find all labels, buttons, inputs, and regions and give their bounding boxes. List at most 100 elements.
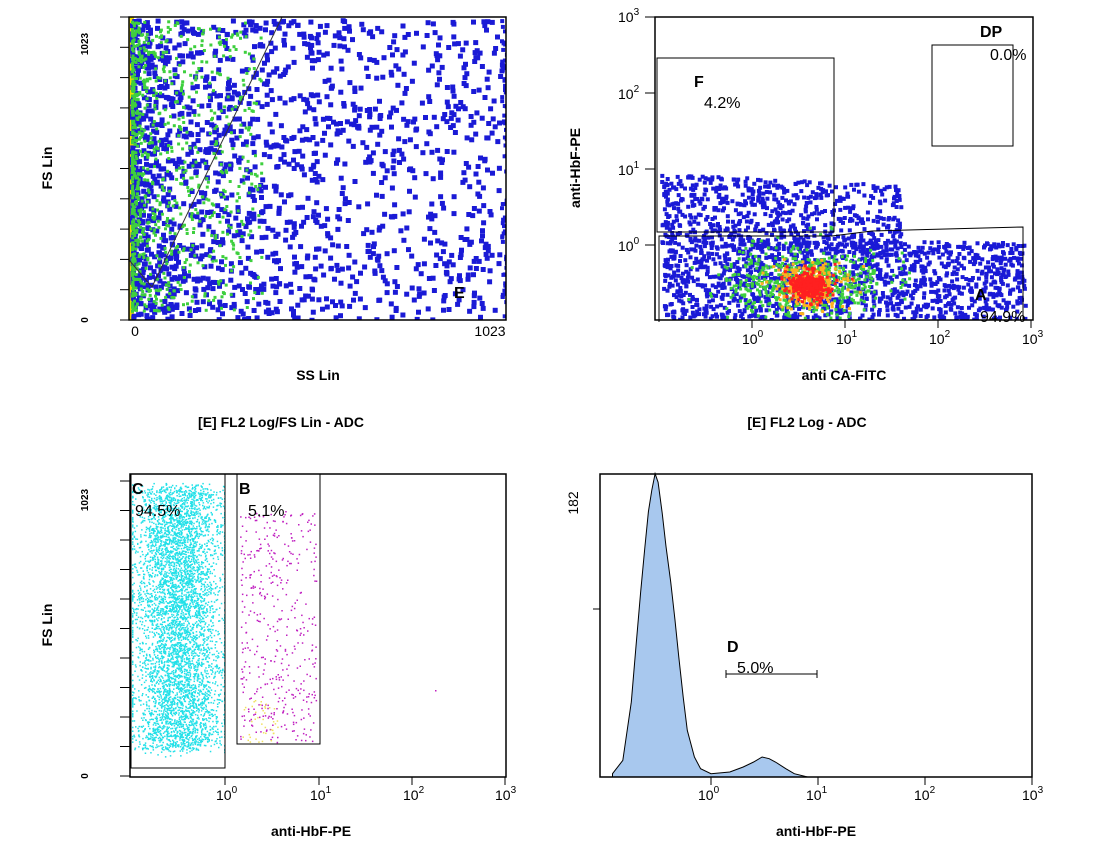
p1-point — [248, 270, 254, 276]
p1-point-dense — [131, 39, 135, 43]
p2-point-neg — [691, 297, 695, 302]
p1-point — [174, 256, 179, 261]
p2-point-neg — [944, 273, 949, 278]
p1-point-dense — [174, 246, 178, 250]
p1-point — [407, 167, 412, 173]
p1-point-dense — [145, 86, 149, 90]
p1-point-dense — [152, 239, 156, 243]
p1-point-dense — [204, 308, 208, 312]
p2-point-pos — [796, 180, 801, 185]
p2-point-neg — [925, 304, 930, 308]
p2-point-mid — [852, 276, 856, 280]
p2-point-neg — [922, 240, 927, 245]
p1-point — [250, 194, 256, 199]
p2-point-mid — [818, 261, 822, 264]
p2-point-neg — [999, 275, 1004, 280]
p1-point-edge — [504, 300, 506, 305]
p2-point-neg — [999, 257, 1004, 262]
p2-point-pos — [883, 198, 888, 203]
p2-point-pos — [887, 216, 892, 220]
p2-point-neg — [911, 310, 916, 315]
p1-point-dense — [151, 207, 155, 211]
p1-point-dense — [146, 178, 150, 182]
p1-point — [325, 216, 331, 222]
p1-point — [136, 102, 142, 108]
p1-point-dense — [214, 236, 218, 240]
p1-point-dense — [200, 60, 204, 64]
p1-point — [482, 95, 488, 100]
p2-point-neg — [688, 255, 693, 260]
p2-point-neg — [952, 265, 957, 270]
p1-point-dense — [139, 225, 143, 229]
p1-point — [259, 210, 264, 216]
p1-point — [471, 293, 477, 299]
p1-point-dense — [157, 139, 161, 143]
p2-point-neg — [993, 280, 998, 285]
p1-point — [387, 114, 392, 120]
p1-point — [366, 248, 372, 254]
p2-point-neg — [872, 246, 877, 251]
p1-point — [156, 173, 162, 179]
p1-point-dense — [143, 151, 147, 155]
p1-point — [136, 18, 142, 24]
p1-point — [159, 142, 165, 148]
p2-point-neg — [842, 299, 847, 304]
p2-point-neg — [990, 257, 995, 262]
p1-point — [448, 276, 454, 282]
p2-point-pos — [795, 195, 800, 200]
p1-point — [357, 106, 363, 112]
p1-point — [432, 213, 438, 219]
p2-point-neg — [760, 275, 765, 280]
p1-point-dense — [146, 244, 149, 248]
p1-point-dense — [166, 217, 169, 220]
p1-point — [159, 123, 165, 128]
p1-point — [152, 177, 158, 182]
p1-point-dense — [180, 86, 184, 90]
p1-point — [449, 252, 455, 258]
p2-point-neg — [863, 303, 868, 308]
p1-point — [291, 157, 296, 163]
p1-point-dense — [157, 257, 161, 261]
p1-point — [369, 229, 375, 235]
p2-point-neg — [705, 258, 709, 263]
p1-point — [147, 169, 153, 175]
p1-point — [295, 302, 301, 308]
p2-point-pos — [737, 228, 742, 233]
p1-point-dense — [188, 270, 191, 274]
p1-point-dense — [136, 180, 140, 184]
p1-point-edge — [500, 292, 505, 297]
p1-point — [460, 287, 466, 293]
p1-point — [322, 130, 327, 136]
p1-point — [147, 303, 153, 309]
p1-point — [177, 274, 183, 280]
p1-point-dense — [238, 256, 242, 259]
p1-point — [384, 290, 390, 296]
p1-point — [183, 290, 189, 296]
p1-point-dense — [173, 232, 177, 236]
p1-point — [276, 281, 282, 287]
p1-point — [143, 256, 149, 262]
p2-point-pos — [726, 243, 731, 248]
p1-point-dense — [255, 174, 259, 178]
p1-point-dense — [191, 61, 195, 65]
p2-point-mid — [791, 257, 795, 261]
p1-point — [303, 274, 309, 280]
p1-point-dense — [137, 253, 141, 257]
p1-point-dense — [239, 30, 243, 34]
p1-point-dense — [168, 292, 172, 296]
p2-point-neg — [699, 262, 704, 267]
p2-point-neg — [695, 282, 700, 287]
p2-point-mid — [802, 306, 806, 310]
p1-point — [150, 274, 155, 280]
p2-point-neg — [991, 294, 996, 299]
p1-point — [258, 42, 264, 48]
p2-point-neg — [869, 285, 874, 290]
p1-point-dense — [155, 34, 158, 38]
p2-point-neg — [860, 295, 865, 300]
p1-point-dense — [156, 56, 160, 60]
p2-point-neg — [929, 240, 934, 245]
p2-point-neg — [788, 316, 793, 320]
p1-point — [130, 237, 136, 243]
p2-point-neg — [791, 299, 796, 304]
p2-point-neg — [806, 259, 811, 264]
